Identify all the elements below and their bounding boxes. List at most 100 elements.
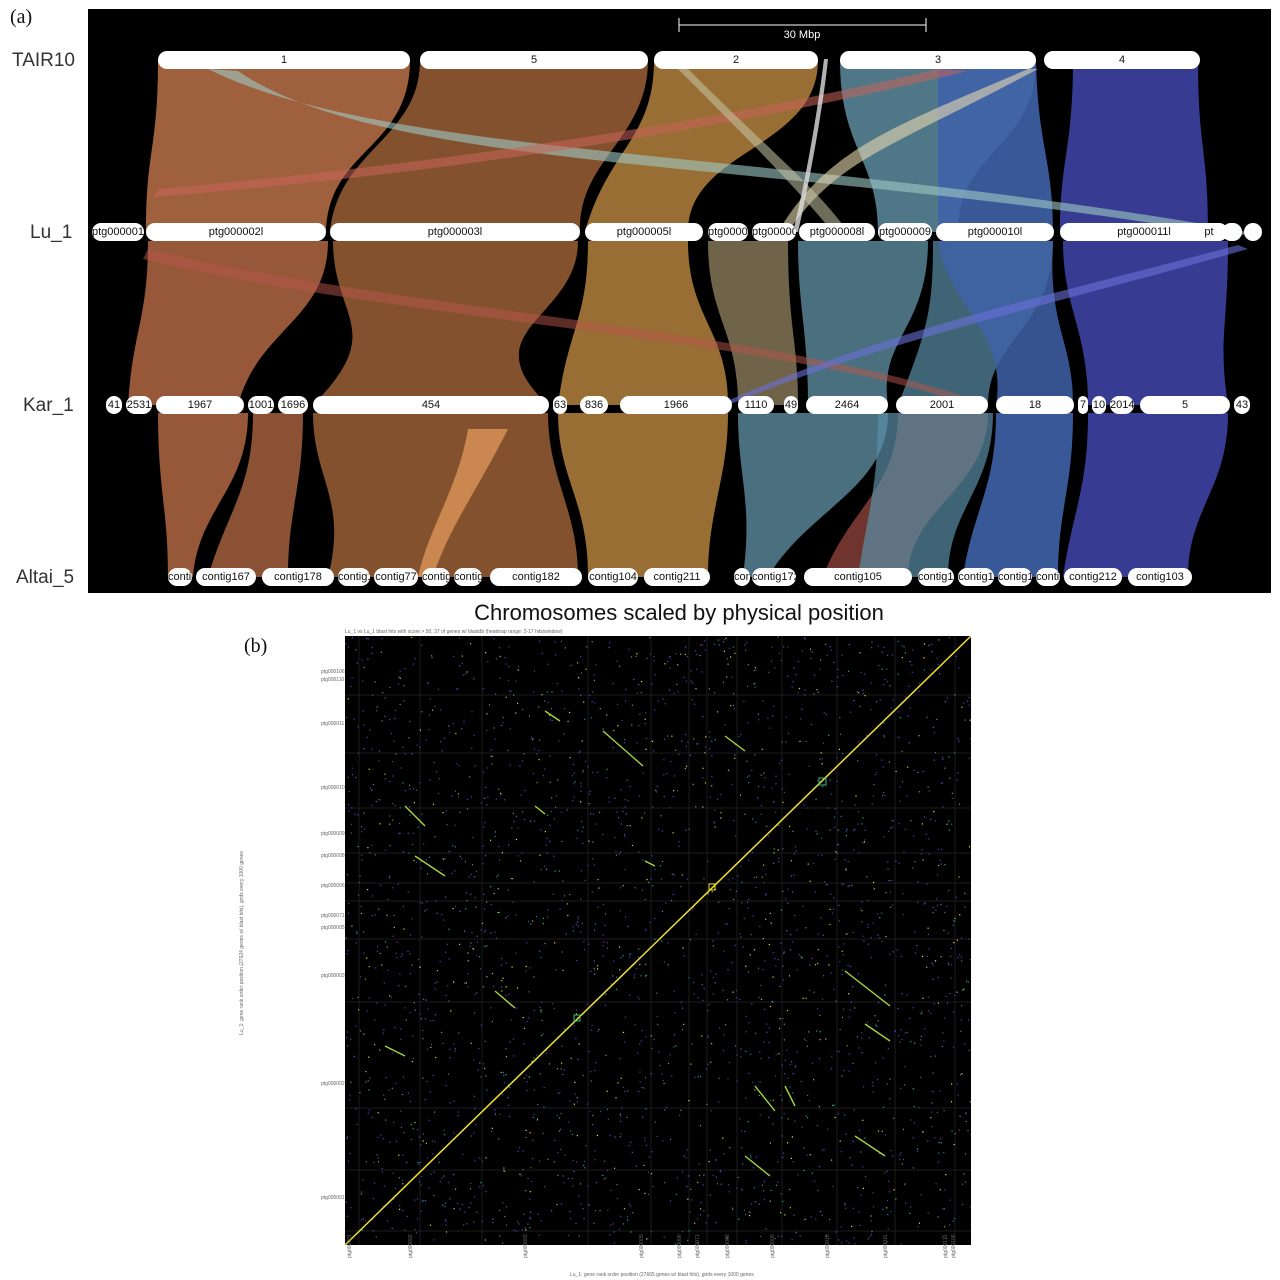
hit-dot: [854, 1242, 856, 1245]
hit-dot: [381, 1167, 383, 1170]
hit-dot: [480, 1024, 482, 1026]
hit-dot: [430, 1044, 432, 1046]
hit-dot: [793, 1214, 795, 1216]
hit-dot: [804, 638, 806, 640]
hit-dot: [372, 784, 374, 786]
hit-dot: [669, 655, 671, 657]
hit-dot: [509, 1086, 511, 1088]
hit-dot: [569, 1130, 572, 1132]
hit-dot: [456, 688, 459, 690]
hit-dot: [441, 1031, 443, 1033]
hit-dot: [873, 888, 875, 890]
hit-dot: [484, 1040, 486, 1042]
hit-dot: [755, 1156, 757, 1158]
hit-dot: [758, 719, 760, 721]
hit-dot: [772, 715, 774, 717]
hit-dot: [970, 738, 971, 740]
hit-dot: [592, 858, 594, 860]
hit-dot: [594, 1150, 596, 1152]
hit-dot: [536, 1119, 538, 1121]
hit-dot: [667, 942, 669, 944]
hit-dot: [861, 901, 863, 903]
hit-dot: [464, 930, 466, 932]
hit-dot: [917, 771, 919, 774]
hit-dot: [968, 1019, 970, 1021]
hit-dot: [890, 827, 892, 829]
hit-dot: [554, 870, 556, 872]
hit-dot: [770, 1189, 772, 1191]
hit-dot: [803, 804, 805, 806]
hit-dot: [720, 1183, 722, 1185]
hit-dot: [722, 1049, 724, 1051]
hit-dot: [351, 807, 353, 809]
hit-dot: [533, 670, 535, 672]
hit-dot: [803, 1147, 805, 1149]
hit-dot: [533, 881, 535, 883]
hit-dot: [873, 881, 875, 884]
hit-dot: [592, 691, 594, 693]
hit-dot: [739, 1118, 741, 1120]
hit-dot: [874, 1015, 876, 1017]
hit-dot: [868, 1037, 870, 1039]
hit-dot: [720, 1170, 722, 1172]
hit-dot: [860, 1194, 862, 1196]
hit-dot: [751, 769, 753, 772]
hit-dot: [576, 921, 579, 923]
hit-dot: [456, 688, 458, 690]
hit-dot: [948, 829, 950, 831]
x-tick-label: ptg000010: [825, 1234, 831, 1258]
hit-dot: [694, 703, 696, 705]
hit-dot: [728, 1191, 730, 1193]
hit-dot: [782, 801, 784, 803]
hit-dot: [508, 844, 510, 846]
hit-dot: [862, 842, 864, 844]
hit-dot: [480, 802, 482, 804]
hit-dot: [854, 828, 856, 830]
hit-dot: [904, 652, 906, 654]
hit-dot: [507, 915, 509, 917]
hit-dot: [467, 952, 469, 954]
hit-dot: [733, 708, 736, 710]
hit-dot: [631, 1151, 633, 1153]
hit-dot: [562, 880, 564, 882]
hit-dot: [519, 1173, 521, 1175]
hit-dot: [573, 772, 576, 774]
hit-dot: [899, 800, 901, 802]
hit-dot: [395, 709, 397, 711]
hit-dot: [593, 674, 595, 676]
hit-dot: [472, 836, 474, 839]
hit-dot: [664, 1109, 666, 1111]
hit-dot: [644, 718, 646, 720]
hit-dot: [798, 954, 801, 956]
hit-dot: [730, 656, 732, 658]
hit-dot: [359, 875, 361, 877]
hit-dot: [943, 929, 945, 931]
hit-dot: [467, 986, 469, 988]
hit-dot: [839, 717, 841, 719]
hit-dot: [567, 1177, 569, 1179]
hit-dot: [590, 970, 592, 972]
hit-dot: [380, 1134, 382, 1136]
hit-dot: [466, 1223, 468, 1225]
hit-dot: [901, 657, 903, 659]
hit-dot: [525, 1129, 527, 1131]
hit-dot: [840, 733, 842, 735]
hit-dot: [838, 920, 840, 922]
hit-dot: [702, 1184, 704, 1186]
hit-dot: [377, 946, 379, 948]
hit-dot: [429, 698, 431, 700]
hit-dot: [672, 893, 674, 896]
hit-dot: [474, 993, 476, 995]
hit-dot: [760, 774, 762, 776]
hit-dot: [377, 1157, 379, 1159]
hit-dot: [558, 1130, 561, 1132]
hit-dot: [362, 1179, 364, 1181]
hit-dot: [360, 905, 362, 908]
hit-dot: [763, 881, 765, 884]
hit-dot: [347, 804, 349, 806]
hit-dot: [970, 1101, 971, 1103]
hit-dot: [518, 1223, 520, 1225]
hit-dot: [920, 1039, 922, 1041]
hit-dot: [702, 999, 704, 1002]
hit-dot: [529, 1191, 531, 1193]
